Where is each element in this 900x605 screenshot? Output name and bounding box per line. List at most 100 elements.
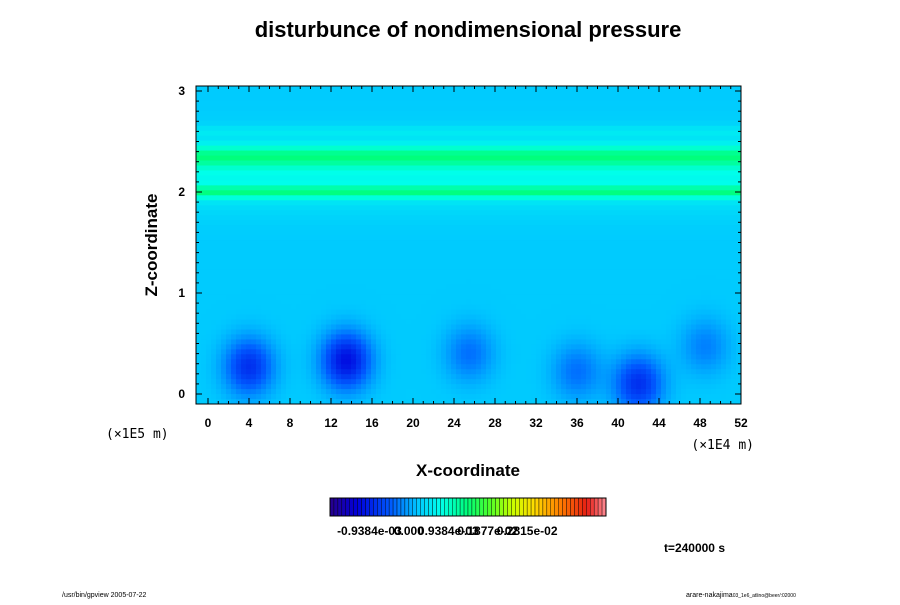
heatmap-cell (236, 95, 242, 102)
heatmap-cell (346, 230, 352, 236)
heatmap-cell (471, 215, 477, 221)
heatmap-cell (716, 294, 722, 301)
heatmap-cell (331, 175, 337, 182)
heatmap-cell (591, 190, 597, 196)
heatmap-cell (326, 299, 332, 306)
heatmap-cell (611, 110, 617, 117)
heatmap-cell (231, 289, 237, 296)
heatmap-cell (621, 135, 627, 142)
heatmap-cell (531, 289, 537, 296)
heatmap-cell (576, 225, 582, 231)
heatmap-cell (621, 185, 627, 191)
heatmap-cell (536, 200, 542, 206)
heatmap-cell (496, 249, 502, 256)
heatmap-cell (336, 299, 342, 306)
heatmap-cell (496, 140, 502, 147)
heatmap-cell (291, 140, 297, 147)
heatmap-cell (291, 264, 297, 271)
heatmap-cell (381, 230, 387, 236)
heatmap-cell (506, 309, 512, 316)
heatmap-cell (306, 235, 312, 241)
heatmap-cell (421, 249, 427, 256)
heatmap-cell (461, 110, 467, 117)
heatmap-cell (421, 299, 427, 306)
heatmap-cell (481, 170, 487, 177)
heatmap-cell (426, 289, 432, 296)
heatmap-cell (371, 269, 377, 276)
heatmap-cell (196, 140, 202, 147)
heatmap-cell (441, 150, 447, 157)
heatmap-cell (601, 220, 607, 226)
heatmap-cell (196, 205, 202, 211)
heatmap-cell (236, 249, 242, 256)
heatmap-cell (436, 195, 442, 201)
heatmap-cell (516, 95, 522, 102)
heatmap-cell (496, 274, 502, 281)
heatmap-cell (361, 309, 367, 316)
heatmap-cell (336, 220, 342, 226)
heatmap-cell (606, 240, 612, 246)
heatmap-cell (566, 135, 572, 142)
heatmap-cell (206, 135, 212, 142)
heatmap-cell (656, 215, 662, 221)
heatmap-cell (731, 210, 737, 216)
heatmap-cell (581, 190, 587, 196)
heatmap-cell (666, 284, 672, 291)
heatmap-cell (446, 240, 452, 246)
heatmap-cell (666, 190, 672, 196)
heatmap-cell (296, 279, 302, 286)
heatmap-cell (621, 264, 627, 271)
heatmap-cell (236, 240, 242, 246)
heatmap-cell (351, 145, 357, 152)
heatmap-cell (506, 259, 512, 266)
heatmap-cell (551, 115, 557, 122)
heatmap-cell (716, 86, 722, 92)
heatmap-cell (616, 279, 622, 286)
heatmap-cell (641, 225, 647, 231)
heatmap-cell (646, 150, 652, 157)
heatmap-cell (706, 95, 712, 102)
heatmap-cell (336, 240, 342, 246)
heatmap-cell (611, 170, 617, 177)
heatmap-cell (346, 235, 352, 241)
heatmap-cell (496, 150, 502, 157)
heatmap-cell (481, 125, 487, 132)
heatmap-cell (296, 190, 302, 196)
heatmap-cell (606, 195, 612, 201)
heatmap-cell (506, 155, 512, 162)
heatmap-cell (551, 180, 557, 186)
heatmap-cell (301, 135, 307, 142)
heatmap-cell (641, 264, 647, 271)
heatmap-cell (356, 145, 362, 152)
heatmap-cell (611, 115, 617, 122)
heatmap-cell (371, 150, 377, 157)
heatmap-cell (576, 165, 582, 172)
heatmap-cell (296, 230, 302, 236)
heatmap-cell (676, 235, 682, 241)
heatmap-cell (541, 294, 547, 301)
heatmap-cell (656, 294, 662, 301)
heatmap-cell (541, 264, 547, 271)
heatmap-cell (726, 115, 732, 122)
heatmap-cell (726, 190, 732, 196)
heatmap-cell (661, 170, 667, 177)
heatmap-cell (501, 210, 507, 216)
heatmap-cell (546, 264, 552, 271)
heatmap-cell (511, 170, 517, 177)
heatmap-cell (471, 289, 477, 296)
heatmap-cell (556, 86, 562, 92)
heatmap-cell (401, 205, 407, 211)
heatmap-cell (486, 259, 492, 266)
heatmap-cell (336, 160, 342, 167)
heatmap-cell (456, 170, 462, 177)
heatmap-cell (476, 185, 482, 191)
heatmap-cell (631, 170, 637, 177)
heatmap-cell (196, 175, 202, 182)
heatmap-cell (321, 210, 327, 216)
heatmap-cell (461, 140, 467, 147)
heatmap-cell (701, 135, 707, 142)
heatmap-cell (596, 195, 602, 201)
heatmap-cell (526, 249, 532, 256)
heatmap-cell (686, 145, 692, 152)
heatmap-cell (246, 145, 252, 152)
